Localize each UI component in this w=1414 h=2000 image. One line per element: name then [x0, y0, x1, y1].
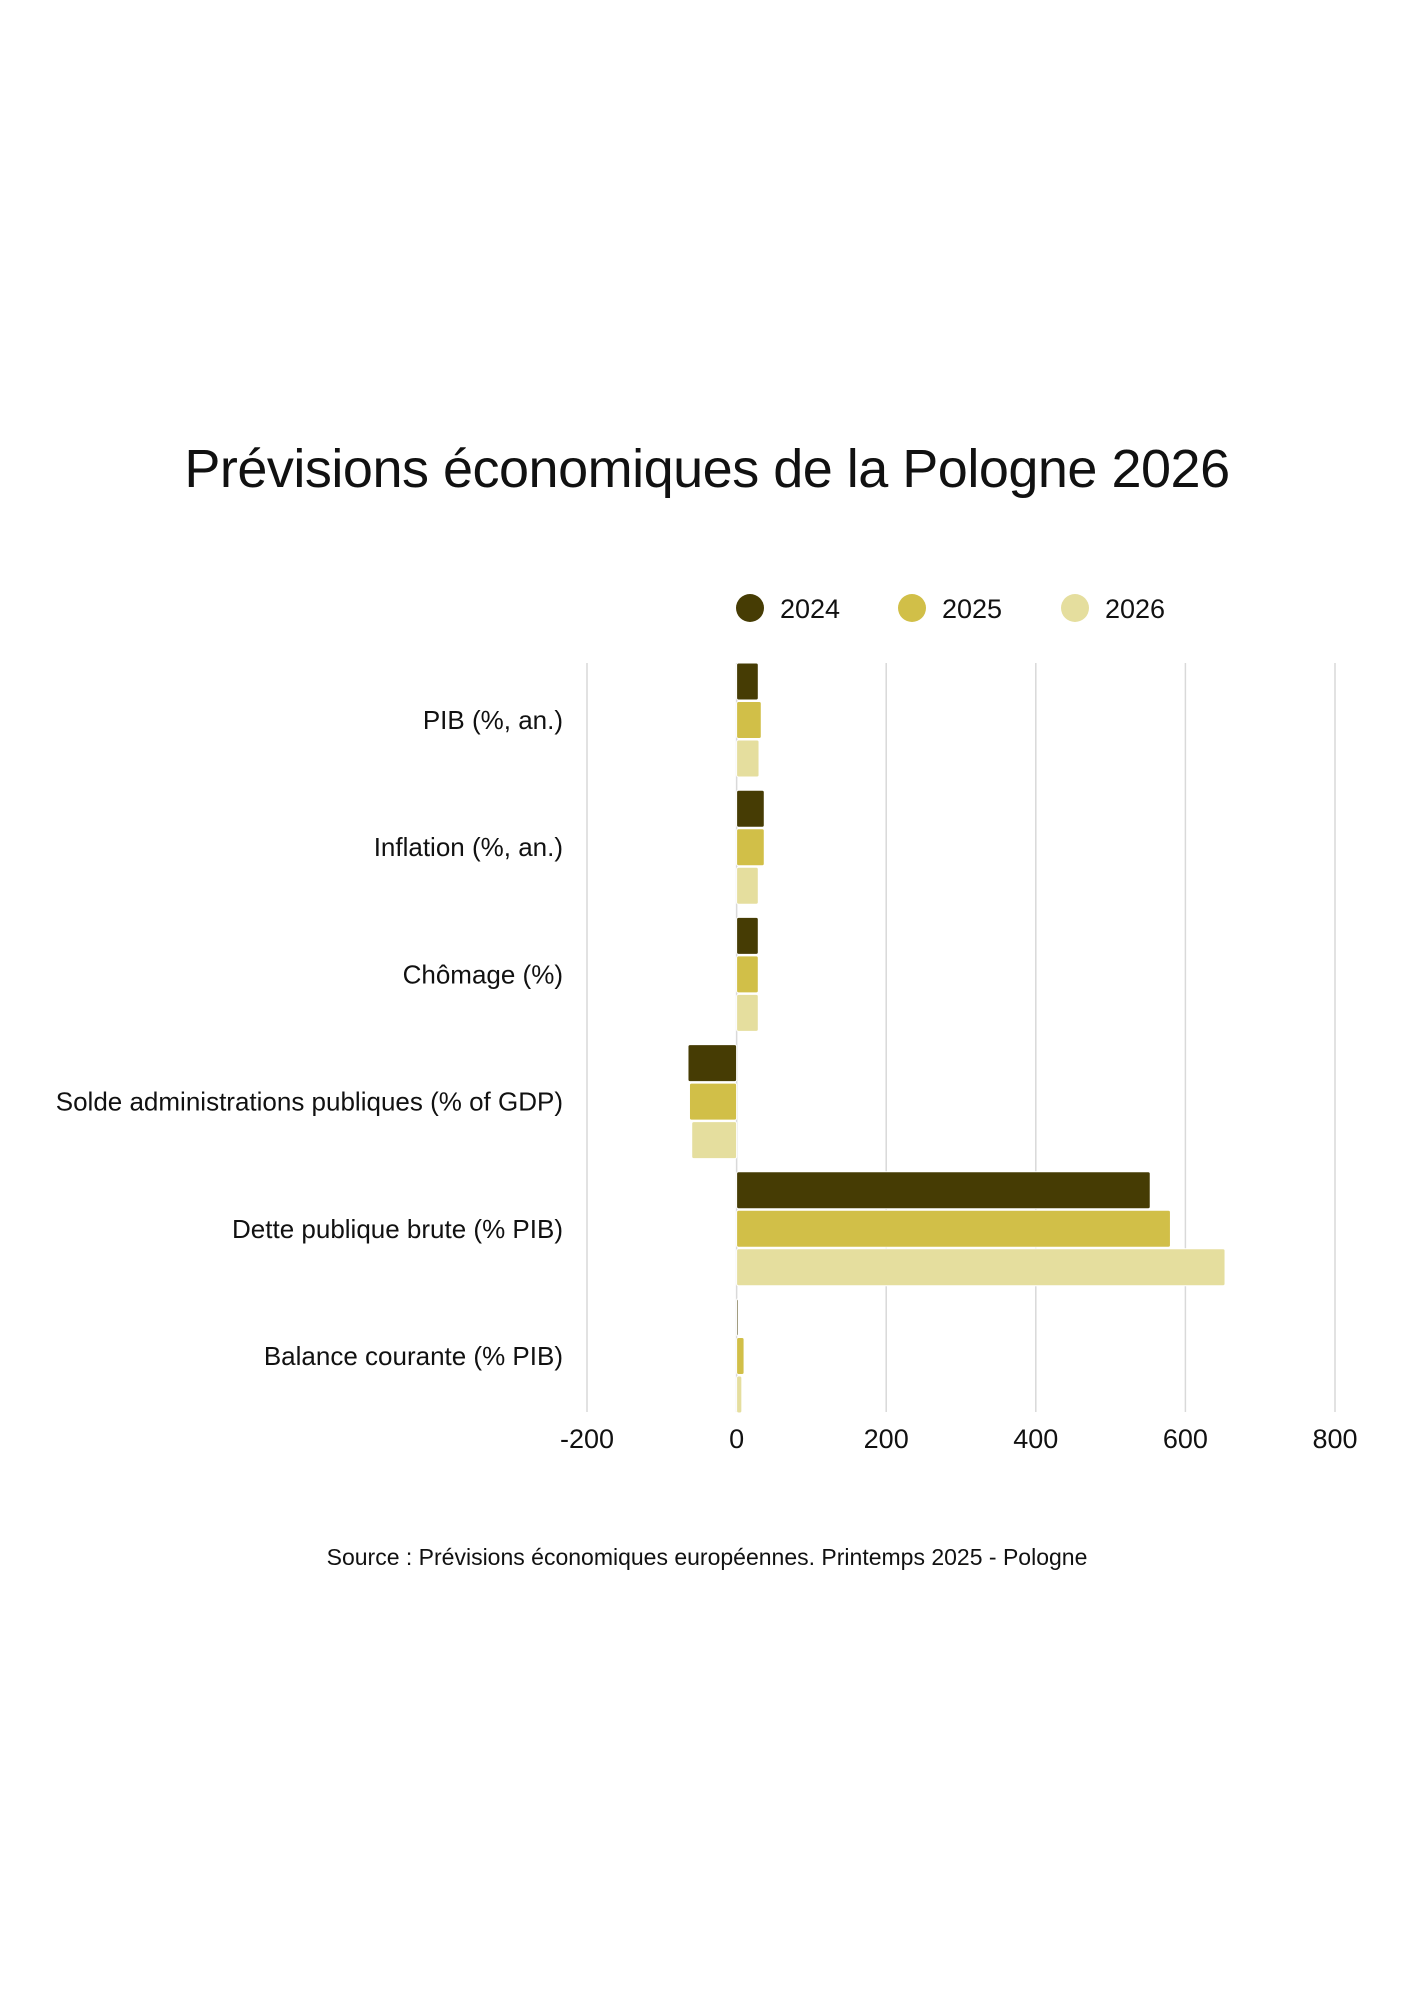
- x-tick-label: 800: [1312, 1424, 1357, 1454]
- x-axis-ticks: -200 0 200 400 600 800: [560, 1424, 1358, 1454]
- legend-label-2025: 2025: [942, 594, 1002, 624]
- bar-2026: [736, 993, 759, 1032]
- bar-2024: [736, 789, 765, 828]
- source-note: Source : Prévisions économiques européen…: [326, 1544, 1088, 1570]
- x-tick-label: 600: [1163, 1424, 1208, 1454]
- category-label: Balance courante (% PIB): [264, 1341, 563, 1371]
- legend-marker-2025: [898, 594, 926, 622]
- bar-2026: [736, 739, 760, 778]
- legend-label-2024: 2024: [780, 594, 840, 624]
- bar-2026: [691, 1121, 738, 1160]
- bar-2025: [736, 701, 762, 739]
- bar-2024: [687, 1044, 738, 1083]
- legend-label-2026: 2026: [1105, 594, 1165, 624]
- x-tick-label: 400: [1013, 1424, 1058, 1454]
- bar-2025: [736, 955, 759, 994]
- gridlines: [586, 663, 1336, 1412]
- bar-2025: [736, 1209, 1171, 1248]
- bar-2024: [736, 1298, 739, 1337]
- category-labels: PIB (%, an.) Inflation (%, an.) Chômage (%…: [56, 705, 563, 1371]
- category-label: Chômage (%): [403, 959, 563, 989]
- legend-marker-2024: [736, 594, 764, 622]
- bar-2024: [736, 662, 759, 701]
- bar-2025: [688, 1082, 738, 1121]
- bars: [687, 662, 1226, 1414]
- category-label: Inflation (%, an.): [374, 832, 563, 862]
- legend: 2024 2025 2026: [736, 594, 1165, 624]
- category-label: PIB (%, an.): [423, 705, 563, 735]
- category-label: Solde administrations publiques (% of GD…: [56, 1087, 563, 1117]
- bar-2026: [736, 866, 759, 905]
- x-tick-label: 200: [864, 1424, 909, 1454]
- bar-2026: [736, 1248, 1226, 1287]
- legend-marker-2026: [1061, 594, 1089, 622]
- bar-2025: [736, 828, 765, 867]
- bar-2026: [736, 1375, 743, 1414]
- bar-2024: [736, 1171, 1151, 1210]
- x-tick-label: -200: [560, 1424, 614, 1454]
- chart-title: Prévisions économiques de la Pologne 202…: [184, 439, 1230, 499]
- x-tick-label: 0: [729, 1424, 744, 1454]
- bar-2025: [736, 1337, 745, 1375]
- category-label: Dette publique brute (% PIB): [232, 1214, 563, 1244]
- bar-2024: [736, 916, 759, 955]
